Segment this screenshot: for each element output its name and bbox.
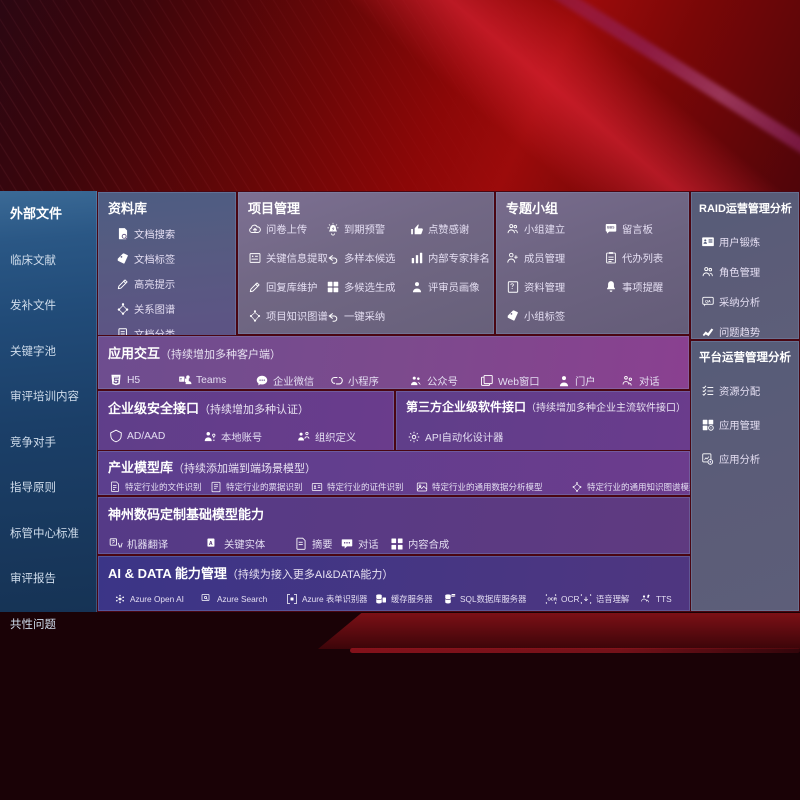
svg-text:OCR: OCR <box>548 597 557 602</box>
svg-text:A: A <box>209 540 213 546</box>
svg-text:QA: QA <box>705 299 711 303</box>
svg-text:SQL: SQL <box>452 595 456 597</box>
svg-text:BBS: BBS <box>607 225 615 229</box>
